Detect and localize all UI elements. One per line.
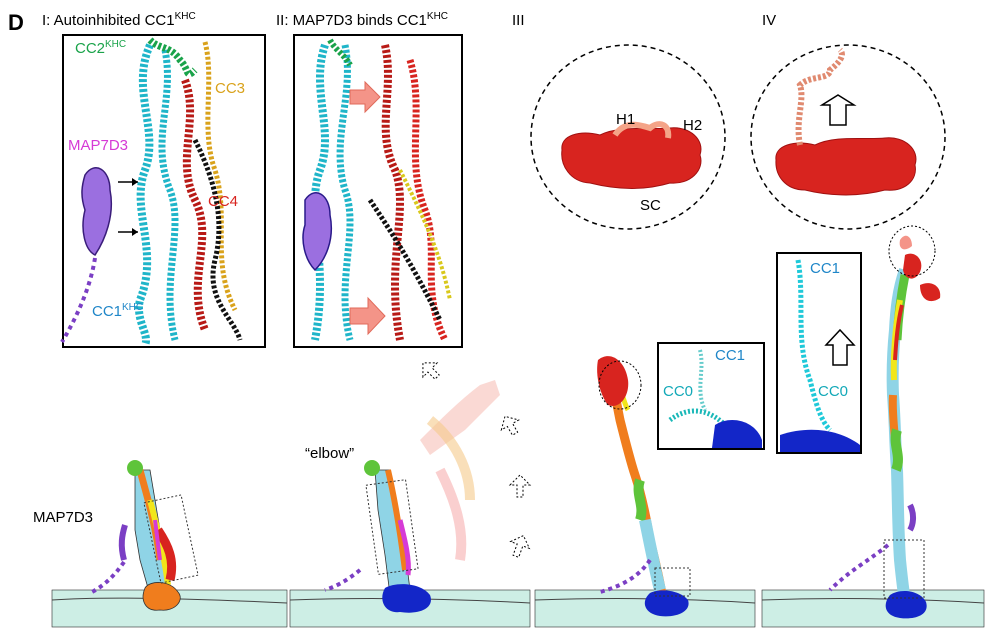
kinesin-stage4 <box>828 225 941 619</box>
zoom-inset-stage4: CC1 CC0 <box>776 252 862 454</box>
cc4-label: CC4 <box>208 193 238 210</box>
zoom3-cc1-label: CC1 <box>715 347 745 364</box>
microtubule-bands <box>51 589 985 628</box>
panel-letter: D <box>8 10 24 35</box>
kinesin-stage1: MAP7D3 <box>33 460 199 611</box>
cc2-label: CC2KHC <box>75 39 126 57</box>
zoom4-cc1-label: CC1 <box>810 260 840 277</box>
inset-map7d3-binds <box>293 34 463 348</box>
stage2-heading: II: MAP7D3 binds CC1KHC <box>276 11 448 29</box>
inset-autoinhibited: CC2KHC CC3 MAP7D3 CC4 CC1KHC <box>60 34 266 348</box>
circle-stage4 <box>750 44 946 230</box>
kinesin-stage3 <box>597 356 691 617</box>
circle-stage3: H1 H2 SC <box>530 44 726 230</box>
sc-label: SC <box>640 197 661 214</box>
cc1-label: CC1KHC <box>92 302 143 320</box>
map7d3-stage-label: MAP7D3 <box>33 509 93 526</box>
zoom-inset-stage3: CC1 CC0 <box>657 342 765 450</box>
zoom3-cc0-label: CC0 <box>663 383 693 400</box>
stage3-heading: III <box>512 12 525 29</box>
cc3-label: CC3 <box>215 80 245 97</box>
kinesin-stage2: “elbow” <box>305 362 532 613</box>
stage4-heading: IV <box>762 12 776 29</box>
elbow-label: “elbow” <box>305 445 354 462</box>
h1-label: H1 <box>616 111 635 128</box>
stage1-heading: I: Autoinhibited CC1KHC <box>42 11 196 29</box>
zoom4-cc0-label: CC0 <box>818 383 848 400</box>
h2-label: H2 <box>683 117 702 134</box>
map7d3-inset-label: MAP7D3 <box>68 137 128 154</box>
